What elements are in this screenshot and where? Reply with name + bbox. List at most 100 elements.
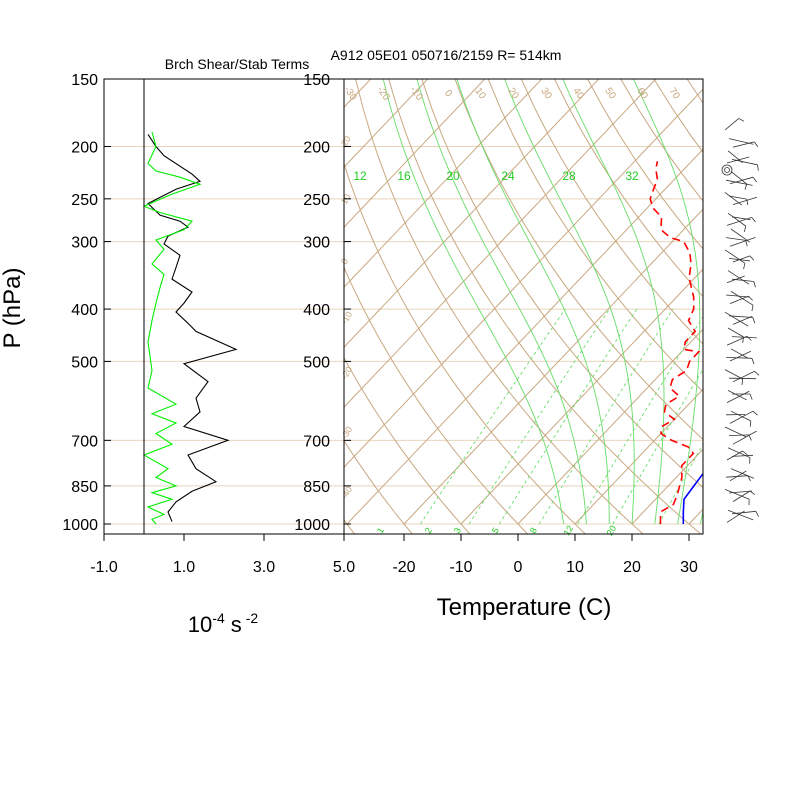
wind-barb-flag: [749, 255, 755, 261]
wind-barb-flag: [745, 240, 748, 247]
shear-panel-title: Brch Shear/Stab Terms: [165, 56, 309, 72]
shear-series-line-2: [142, 131, 202, 525]
moist-adiabat-label: 20: [446, 169, 460, 183]
wind-barb: [728, 195, 747, 200]
wind-barb-flag: [749, 393, 753, 400]
wind-barb: [726, 275, 745, 284]
y-tick-label: 200: [303, 139, 330, 156]
wind-barb: [724, 369, 743, 380]
x-tick-label: 20: [623, 559, 641, 576]
wind-barb-flag: [747, 475, 751, 482]
wind-barb-flag: [743, 263, 746, 270]
moist-adiabat: [632, 79, 701, 525]
wind-barb-flag: [754, 370, 760, 376]
isotherm-line: [344, 88, 703, 468]
wind-barb-flag: [751, 358, 755, 365]
dry-adiabat: [344, 161, 587, 534]
wind-barb: [724, 249, 746, 264]
wind-barb: [730, 228, 751, 243]
moist-adiabat: [699, 509, 703, 525]
y-tick-label: 200: [71, 139, 98, 156]
wind-barb: [730, 171, 748, 185]
dry-adiabat: [487, 79, 703, 393]
wind-barb-flag: [748, 295, 753, 301]
calm-wind-circle: [721, 164, 733, 176]
wind-barb-flag: [742, 450, 748, 456]
wind-barb: [729, 295, 749, 304]
x-tick-label: 30: [680, 559, 698, 576]
y-tick-label: 300: [303, 235, 330, 252]
skewt-panel-frame: [344, 79, 703, 534]
isotherm-line: [344, 79, 429, 168]
wind-barb: [728, 434, 750, 436]
wind-barb: [726, 156, 750, 164]
wind-barb: [724, 489, 750, 500]
isotherm-line: [688, 508, 703, 525]
wind-barb-flag: [751, 305, 754, 312]
wind-barb-flag: [749, 490, 756, 495]
x-tick-label: -10: [449, 559, 472, 576]
dry-adiabat: [454, 79, 703, 441]
x-tick-label: 3.0: [253, 559, 275, 576]
wind-barb-flag: [752, 176, 758, 183]
wind-barbs: [721, 118, 760, 523]
isotherm-line: [344, 79, 543, 288]
y-tick-label: 500: [303, 354, 330, 371]
wind-barb: [727, 270, 750, 285]
wind-barb: [730, 348, 748, 359]
wind-barb: [729, 470, 747, 482]
x-tick-label: -20: [392, 559, 415, 576]
moist-adiabat-label: 28: [562, 169, 576, 183]
wind-barb-flag: [738, 118, 745, 122]
x-tick-label: 10: [566, 559, 584, 576]
wind-barb-flag: [755, 511, 759, 517]
wind-barb: [725, 179, 753, 186]
dry-adiabat: [421, 79, 703, 489]
y-tick-label: 700: [71, 433, 98, 450]
mixing-ratio-line: [498, 308, 638, 525]
isotherm-line: [403, 208, 703, 525]
wind-barb: [731, 510, 756, 515]
dry-adiabat: [706, 6, 800, 535]
isotherm-line: [746, 27, 800, 524]
wind-barb-flag: [743, 226, 747, 233]
wind-barb: [729, 176, 754, 185]
wind-barb: [725, 237, 746, 241]
isotherm-line: [460, 268, 703, 525]
wind-barb: [727, 212, 747, 227]
wind-barb: [730, 291, 754, 306]
isotherm-line: [344, 79, 657, 408]
skewt-background-lines: [344, 6, 800, 535]
wind-barb: [727, 509, 754, 521]
y-tick-label: 850: [71, 479, 98, 496]
y-tick-label: 250: [71, 192, 98, 209]
mixing-ratio-label: 3: [452, 526, 463, 535]
wind-barb-flag: [753, 281, 756, 288]
moist-adiabat-label: 16: [397, 169, 411, 183]
wind-barb: [731, 159, 758, 166]
y-tick-label: 150: [303, 72, 330, 89]
moist-adiabat-label: 24: [501, 169, 515, 183]
moist-adiabat: [504, 79, 635, 525]
calm-wind-circle-inner: [724, 167, 730, 173]
y-tick-label: 400: [303, 302, 330, 319]
wind-barb: [726, 335, 748, 346]
wind-barb: [730, 410, 751, 422]
y-axis-label: P (hPa): [0, 268, 26, 349]
x-tick-label: 5.0: [333, 559, 355, 576]
moist-adiabat-label: 12: [353, 169, 367, 183]
y-tick-label: 1000: [62, 517, 98, 534]
y-tick-label: 250: [303, 192, 330, 209]
wind-barb: [724, 192, 743, 206]
wind-barb-flag: [744, 183, 748, 190]
wind-barb: [726, 216, 752, 226]
dry-adiabat: [344, 439, 413, 534]
wind-barb: [732, 315, 753, 325]
wind-barb: [732, 196, 758, 205]
dry-adiabat: [767, 6, 800, 535]
dry-adiabat: [344, 356, 471, 534]
wind-barb: [725, 357, 752, 359]
isotherm-line: [346, 148, 703, 525]
